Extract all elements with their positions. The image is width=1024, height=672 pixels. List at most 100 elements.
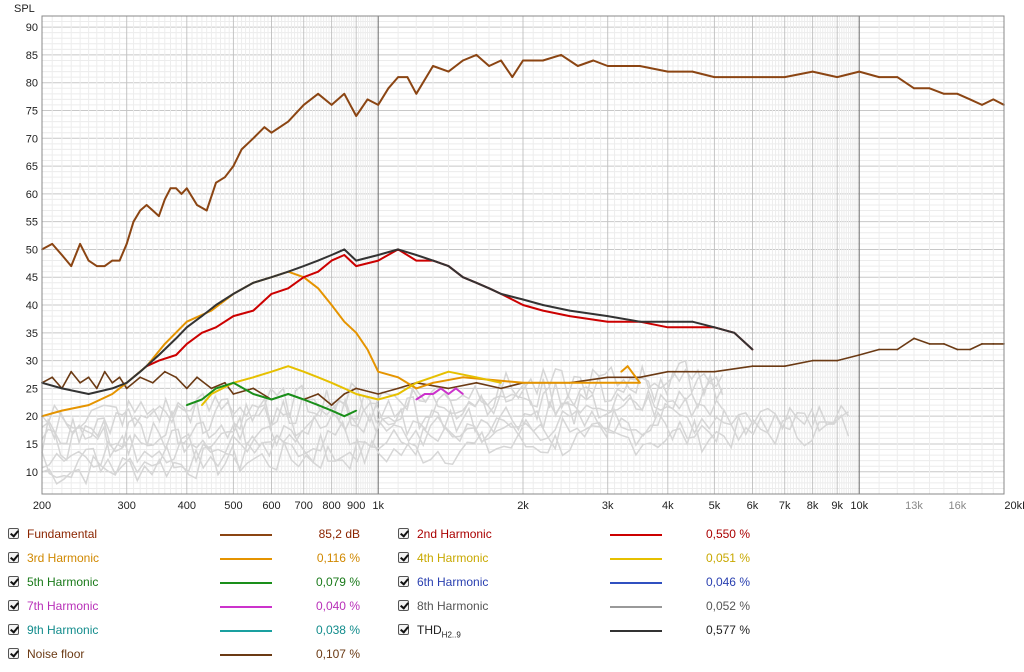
data-point-noise-floor <box>751 365 754 368</box>
data-point-2nd-harmonic <box>691 326 694 329</box>
legend-checkbox-8th-harmonic[interactable] <box>398 600 409 611</box>
data-point-thd-h2-9 <box>158 354 160 356</box>
y-tick-label: 10 <box>26 467 38 479</box>
legend-checkbox-noise-floor[interactable] <box>8 648 19 659</box>
legend-label-text: 8th Harmonic <box>417 599 489 613</box>
data-point-5th-harmonic <box>317 404 319 406</box>
data-point-3rd-harmonic <box>355 331 358 334</box>
data-point-noise-floor <box>118 376 121 379</box>
legend-value: 0,116 % <box>316 551 360 565</box>
data-point-noise-floor <box>185 387 188 390</box>
x-tick-label: 1k <box>372 500 384 512</box>
data-point-thd-h2-9 <box>61 387 63 390</box>
legend-checkbox-2nd-harmonic[interactable] <box>398 528 409 539</box>
data-point-thd-h2-9 <box>568 309 571 312</box>
data-point-noise-floor <box>475 381 478 384</box>
legend-checkbox-4th-harmonic[interactable] <box>398 552 409 563</box>
data-point-noise-floor <box>232 393 235 395</box>
data-point-thd-h2-9 <box>139 370 142 373</box>
data-point-fundamental <box>330 104 333 106</box>
data-point-noise-floor <box>70 370 73 373</box>
x-tick-label: 20kHz <box>1004 500 1024 512</box>
y-tick-label: 70 <box>26 133 38 145</box>
legend-label-text: 4th Harmonic <box>417 551 489 565</box>
data-point-fundamental <box>240 148 243 151</box>
data-point-fundamental <box>252 137 255 140</box>
data-point-fundamental <box>163 198 166 201</box>
x-tick-label: 16k <box>949 500 967 512</box>
legend-label-text: 2nd Harmonic <box>417 527 492 541</box>
data-point-fundamental <box>691 70 694 73</box>
legend-checkbox-9th-harmonic[interactable] <box>8 624 19 635</box>
data-point-fundamental <box>576 65 579 67</box>
data-point-5th-harmonic <box>355 409 358 412</box>
data-point-fundamental <box>79 243 81 245</box>
legend-checkbox-thd[interactable] <box>398 624 409 635</box>
legend-swatch <box>610 534 662 536</box>
data-point-2nd-harmonic <box>201 331 203 334</box>
legend-value: 0,052 % <box>705 599 750 613</box>
data-point-thd-h2-9 <box>462 276 464 279</box>
legend-checkbox-7th-harmonic[interactable] <box>8 600 19 611</box>
legend-checkbox-fundamental[interactable] <box>8 528 19 539</box>
x-tick-label: 10k <box>850 500 868 512</box>
data-point-thd-h2-9 <box>343 248 346 251</box>
legend-swatch <box>610 558 662 560</box>
legend-checkbox-6th-harmonic[interactable] <box>398 576 409 587</box>
data-point-noise-floor <box>928 343 931 345</box>
legend-checkbox-3rd-harmonic[interactable] <box>8 552 19 563</box>
data-point-2nd-harmonic <box>415 259 418 262</box>
data-point-7th-harmonic <box>415 398 418 401</box>
data-point-noise-floor <box>858 354 861 356</box>
series-layer <box>41 53 1005 418</box>
data-point-noise-floor <box>343 393 346 395</box>
data-point-fundamental <box>118 259 121 262</box>
series-noise-floor <box>41 337 1005 406</box>
data-point-5th-harmonic <box>343 415 346 418</box>
data-point-thd-h2-9 <box>201 315 203 317</box>
legend-value: 0,577 % <box>705 623 750 637</box>
data-point-7th-harmonic <box>423 393 426 395</box>
data-point-noise-floor <box>836 359 839 362</box>
data-point-fundamental <box>145 204 148 206</box>
data-point-fundamental <box>158 215 160 218</box>
data-point-2nd-harmonic <box>215 326 217 329</box>
legend-swatch <box>220 606 272 608</box>
data-point-fundamental <box>205 209 208 212</box>
data-point-fundamental <box>169 187 172 190</box>
x-tick-label: 800 <box>322 500 340 512</box>
data-point-noise-floor <box>79 381 81 384</box>
data-point-3rd-harmonic <box>568 381 571 384</box>
data-point-fundamental <box>139 209 142 212</box>
data-point-noise-floor <box>95 387 98 390</box>
data-point-thd-h2-9 <box>317 259 319 262</box>
x-tick-label: 4k <box>662 500 674 512</box>
data-point-fundamental <box>95 265 98 267</box>
data-point-5th-harmonic <box>270 398 273 401</box>
data-point-fundamental <box>70 265 73 267</box>
data-point-noise-floor <box>956 348 959 351</box>
data-point-3rd-harmonic <box>415 387 418 390</box>
legend-item-8th-harmonic: 8th Harmonic 0,052 % <box>398 597 750 615</box>
legend-label-text: 5th Harmonic <box>27 575 99 589</box>
legend-item-4th-harmonic: 4th Harmonic 0,051 % <box>398 549 750 567</box>
data-point-noise-floor <box>913 337 915 340</box>
data-point-thd-h2-9 <box>606 315 609 317</box>
data-point-fundamental <box>606 65 609 67</box>
data-point-fundamental <box>366 98 369 101</box>
data-point-thd-h2-9 <box>475 281 478 284</box>
legend-label: 3rd Harmonic <box>27 551 99 565</box>
data-point-fundamental <box>232 165 235 168</box>
legend-checkbox-5th-harmonic[interactable] <box>8 576 19 587</box>
data-point-5th-harmonic <box>302 398 305 401</box>
y-tick-label: 60 <box>26 189 38 201</box>
y-tick-label: 25 <box>26 383 38 395</box>
data-point-fundamental <box>151 209 154 212</box>
data-point-2nd-harmonic <box>343 254 346 256</box>
data-point-noise-floor <box>969 348 971 351</box>
data-point-thd-h2-9 <box>270 276 273 279</box>
x-tick-label: 600 <box>262 500 280 512</box>
data-point-thd-h2-9 <box>639 320 641 323</box>
data-point-fundamental <box>592 59 595 62</box>
x-tick-label: 400 <box>178 500 196 512</box>
